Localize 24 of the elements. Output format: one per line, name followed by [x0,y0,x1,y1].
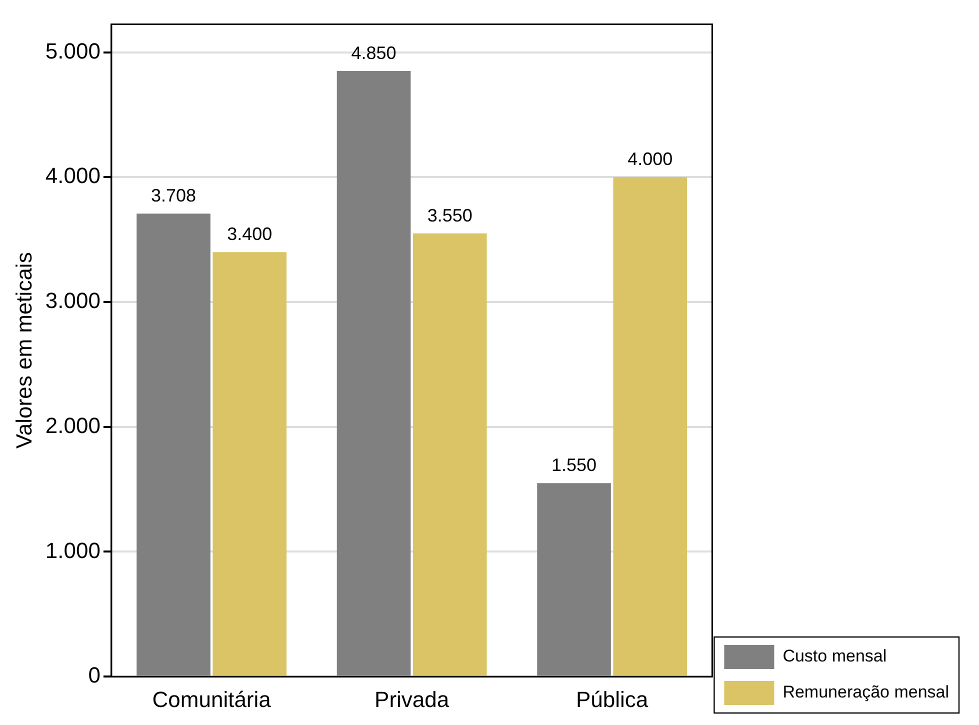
data-label: 3.400 [227,224,272,244]
y-tick-label: 1.000 [45,538,100,563]
bar [336,71,411,676]
x-tick-label: Privada [374,686,450,712]
bar [613,177,688,676]
x-tick-label: Comunitária [152,686,272,712]
legend-label: Remuneração mensal [782,682,950,702]
y-tick-label: 4.000 [45,163,100,188]
data-label: 1.550 [552,455,597,476]
data-label: 4.000 [628,149,673,170]
bar [412,233,487,676]
data-label: 4.850 [351,42,396,63]
data-label: 3.708 [151,186,196,206]
y-tick-label: 2.000 [45,412,100,438]
y-tick-label: 0 [88,662,100,688]
y-axis-title: Valores em meticais [11,252,36,449]
bar [136,214,210,676]
y-tick-label: 3.000 [45,288,100,314]
x-tick-label: Pública [576,686,649,712]
legend-label: Custo mensal [782,646,887,666]
bar [212,252,287,676]
y-tick-label: 5.000 [45,38,100,64]
bar [537,483,611,676]
data-label: 3.550 [427,205,472,226]
